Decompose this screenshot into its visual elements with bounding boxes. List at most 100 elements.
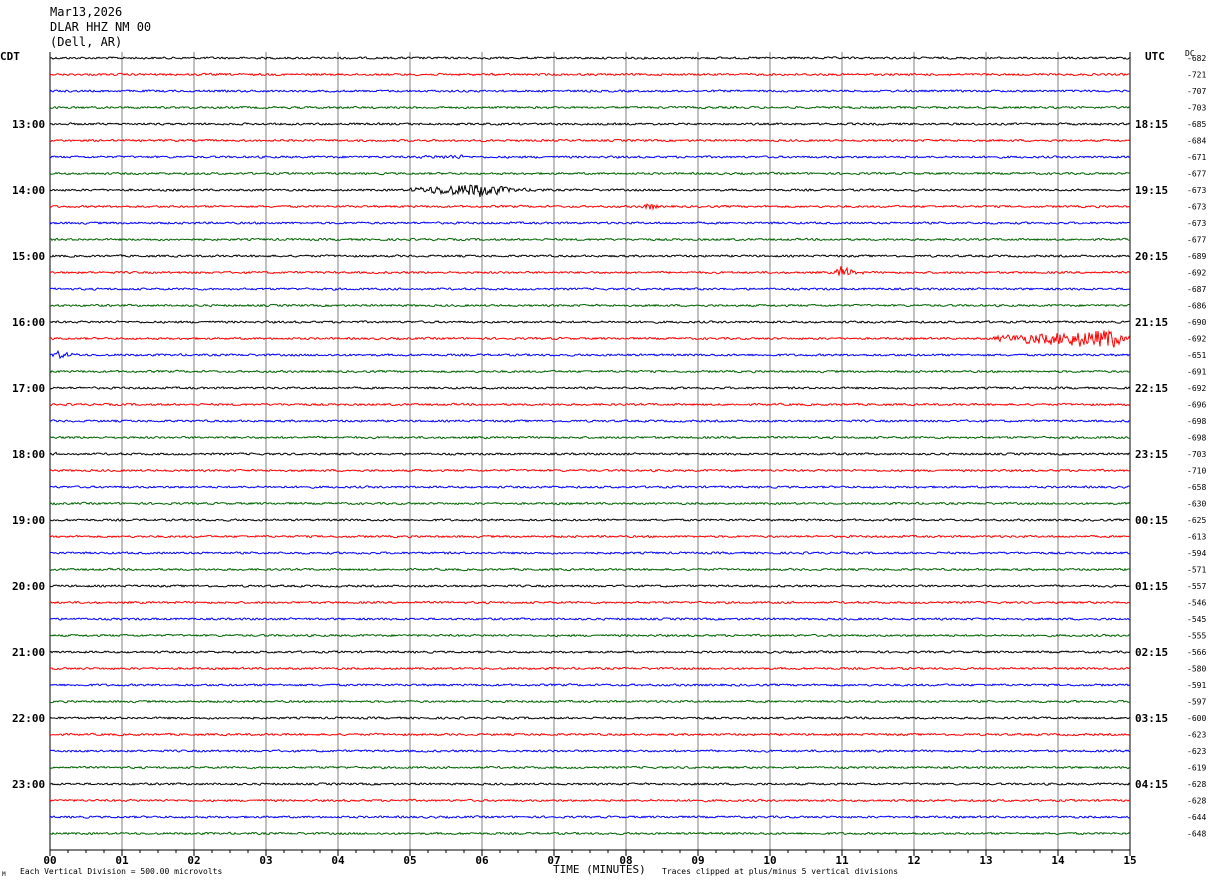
right-hour-label: 20:15: [1135, 250, 1168, 263]
trace-row-34: [49, 617, 1131, 621]
trace-row-23: [49, 435, 1131, 440]
dc-offset-label: -546: [1187, 599, 1206, 608]
plot-date: Mar13,2026: [50, 5, 123, 19]
left-hour-label: 16:00: [12, 316, 45, 329]
x-tick-label: 01: [115, 854, 129, 867]
x-tick-label: 03: [259, 854, 272, 867]
clip-note: Traces clipped at plus/minus 5 vertical …: [662, 867, 899, 876]
trace-row-1: [49, 72, 1131, 77]
dc-offset-label: -630: [1187, 500, 1206, 509]
dc-offset-label: -580: [1187, 665, 1206, 674]
trace-row-44: [49, 782, 1131, 786]
left-hour-label: 14:00: [12, 184, 45, 197]
dc-offset-label: -684: [1187, 137, 1206, 146]
dc-offset-label: -698: [1187, 434, 1206, 443]
trace-row-37: [49, 666, 1131, 671]
trace-row-5: [49, 138, 1131, 143]
x-tick-label: 04: [331, 854, 345, 867]
x-tick-label: 00: [43, 854, 56, 867]
trace-row-4: [49, 122, 1131, 126]
trace-row-8: [49, 184, 1131, 198]
trace-row-20: [49, 386, 1131, 390]
trace-row-18: [49, 349, 1131, 360]
dc-offset-label: -710: [1187, 467, 1206, 476]
right-hour-label: 02:15: [1135, 646, 1168, 659]
dc-offset-label: -692: [1187, 335, 1206, 344]
station-code: DLAR HHZ NM 00: [50, 20, 152, 34]
dc-offset-label: -677: [1187, 170, 1206, 179]
trace-row-9: [49, 203, 1131, 211]
right-hour-label: 21:15: [1135, 316, 1168, 329]
trace-row-16: [49, 320, 1131, 324]
trace-row-31: [49, 567, 1131, 572]
x-tick-label: 06: [475, 854, 489, 867]
dc-offset-label: -591: [1187, 681, 1206, 690]
dc-offset-label: -566: [1187, 648, 1206, 657]
left-hour-label: 17:00: [12, 382, 45, 395]
dc-offset-label: -677: [1187, 236, 1206, 245]
left-hour-label: 19:00: [12, 514, 45, 527]
dc-offset-label: -623: [1187, 731, 1206, 740]
dc-offset-label: -691: [1187, 368, 1206, 377]
dc-offset-label: -625: [1187, 516, 1206, 525]
dc-offset-label: -707: [1187, 87, 1206, 96]
left-hour-label: 23:00: [12, 778, 45, 791]
trace-row-13: [49, 266, 1131, 276]
x-tick-label: 05: [403, 854, 416, 867]
trace-row-19: [49, 369, 1131, 374]
trace-row-25: [49, 468, 1131, 473]
right-hour-label: 22:15: [1135, 382, 1168, 395]
trace-row-24: [49, 451, 1131, 456]
dc-offset-label: -600: [1187, 714, 1206, 723]
x-tick-label: 07: [547, 854, 560, 867]
dc-offset-label: -545: [1187, 615, 1206, 624]
dc-offset-label: -673: [1187, 219, 1206, 228]
dc-offset-label: -594: [1187, 549, 1206, 558]
right-hour-label: 00:15: [1135, 514, 1168, 527]
trace-row-28: [49, 518, 1131, 522]
trace-row-22: [49, 419, 1131, 423]
right-hour-label: 01:15: [1135, 580, 1168, 593]
trace-row-10: [49, 221, 1131, 225]
dc-offset-label: -671: [1187, 153, 1206, 162]
dc-offset-label: -698: [1187, 417, 1206, 426]
trace-row-30: [49, 551, 1131, 555]
trace-row-45: [49, 798, 1131, 803]
left-timezone-label: CDT: [0, 50, 20, 63]
x-tick-label: 14: [1051, 854, 1065, 867]
left-hour-label: 15:00: [12, 250, 45, 263]
dc-offset-label: -628: [1187, 797, 1206, 806]
dc-offset-label: -597: [1187, 698, 1206, 707]
dc-offset-label: -673: [1187, 186, 1206, 195]
dc-offset-header: DC: [1185, 49, 1195, 58]
dc-offset-label: -623: [1187, 747, 1206, 756]
trace-row-17: [49, 329, 1131, 348]
left-hour-label: 18:00: [12, 448, 45, 461]
dc-offset-label: -651: [1187, 351, 1206, 360]
dc-offset-label: -658: [1187, 483, 1206, 492]
left-hour-label: 20:00: [12, 580, 45, 593]
dc-offset-label: -703: [1187, 450, 1206, 459]
left-hour-label: 13:00: [12, 118, 45, 131]
right-hour-label: 19:15: [1135, 184, 1168, 197]
trace-row-2: [49, 89, 1131, 93]
trace-row-35: [49, 633, 1131, 638]
trace-row-3: [49, 105, 1131, 110]
dc-offset-label: -692: [1187, 384, 1206, 393]
left-hour-label: 22:00: [12, 712, 45, 725]
dc-offset-label: -619: [1187, 764, 1206, 773]
x-tick-label: 11: [835, 854, 849, 867]
dc-offset-label: -703: [1187, 104, 1206, 113]
trace-row-0: [49, 56, 1131, 60]
dc-offset-label: -696: [1187, 401, 1206, 410]
dc-offset-label: -644: [1187, 813, 1206, 822]
trace-row-47: [49, 831, 1131, 836]
x-tick-label: 02: [187, 854, 200, 867]
trace-row-7: [49, 171, 1131, 176]
dc-offset-label: -689: [1187, 252, 1206, 261]
x-tick-label: 15: [1123, 854, 1136, 867]
trace-row-11: [50, 237, 1130, 242]
dc-offset-label: -555: [1187, 632, 1206, 641]
dc-offset-label: -682: [1187, 54, 1206, 63]
dc-offset-label: -692: [1187, 269, 1206, 278]
